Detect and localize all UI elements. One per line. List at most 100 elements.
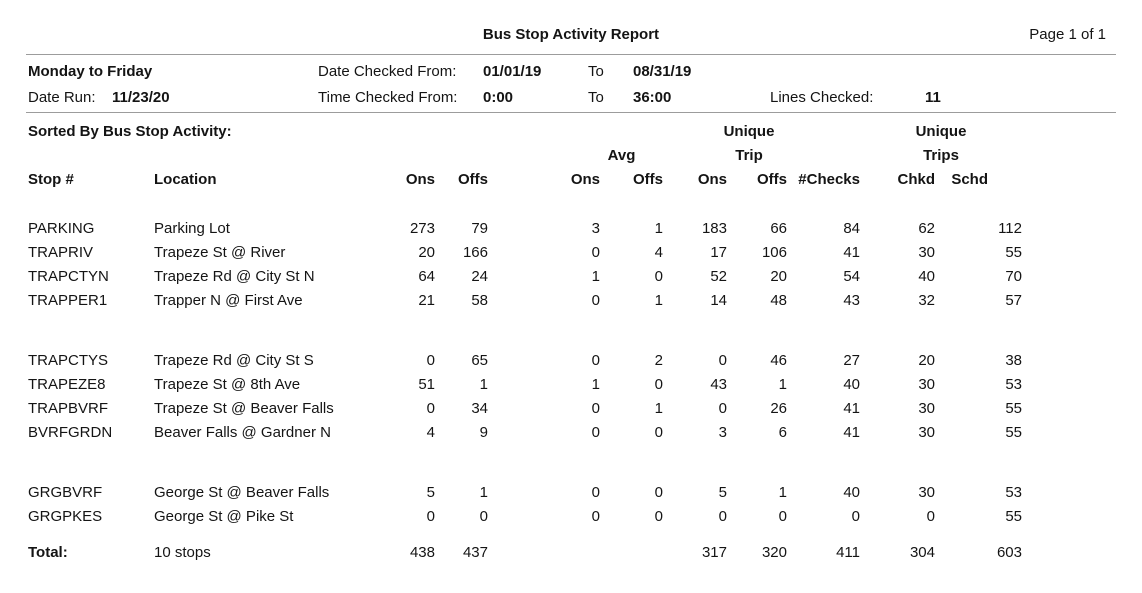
cell-offs: 65 — [471, 351, 488, 369]
cell-trips-schd: 70 — [1005, 267, 1022, 285]
cell-trips-schd: 55 — [1005, 423, 1022, 441]
cell-trips-chkd: 304 — [909, 543, 935, 561]
cell-avg-offs: 2 — [654, 351, 663, 369]
cell-trips-schd: 55 — [1005, 399, 1022, 417]
column-header-trips-schd: Schd — [951, 170, 988, 188]
cell-avg-offs: 1 — [654, 399, 663, 417]
cell-location: Trapeze Rd @ City St S — [154, 351, 314, 369]
date-run-label: Date Run: — [28, 89, 96, 106]
cell-unique-trip-offs: 26 — [770, 399, 787, 417]
group-header-avg: Avg — [607, 146, 636, 164]
cell-location: 10 stops — [154, 543, 211, 561]
cell-trips-schd: 57 — [1005, 291, 1022, 309]
spacer-cell — [787, 119, 860, 143]
total-row: Total: 10 stops 438 437 317 320 411 304 603 — [28, 540, 1022, 564]
cell-trips-chkd: 0 — [926, 507, 935, 525]
cell-unique-trip-offs: 320 — [761, 543, 787, 561]
spacer-row — [28, 528, 1022, 540]
spacer-row — [28, 312, 1022, 348]
column-header-checks: #Checks — [798, 170, 860, 188]
cell-checks: 40 — [843, 483, 860, 501]
cell-location: George St @ Pike St — [154, 507, 294, 525]
cell-avg-ons: 0 — [591, 399, 600, 417]
cell-offs: 0 — [479, 507, 488, 525]
cell-unique-trip-offs: 46 — [770, 351, 787, 369]
cell-unique-trip-ons: 3 — [718, 423, 727, 441]
cell-avg-offs: 1 — [654, 219, 663, 237]
cell-unique-trip-ons: 43 — [710, 375, 727, 393]
cell-unique-trip-offs: 6 — [778, 423, 787, 441]
cell-ons: 64 — [418, 267, 435, 285]
group-header-unique-trips: Unique — [915, 122, 967, 140]
cell-trips-chkd: 40 — [918, 267, 935, 285]
column-header-offs: Offs — [458, 170, 488, 188]
cell-stop-id: GRGPKES — [28, 507, 103, 525]
time-checked-to-label: To — [588, 89, 604, 106]
cell-ons: 0 — [426, 507, 435, 525]
cell-unique-trip-offs: 1 — [778, 483, 787, 501]
column-header-stop-id: Stop # — [28, 170, 74, 188]
cell-location: George St @ Beaver Falls — [154, 483, 330, 501]
cell-stop-id: TRAPEZE8 — [28, 375, 106, 393]
cell-checks: 0 — [851, 507, 860, 525]
cell-offs: 9 — [479, 423, 488, 441]
cell-location: Trapeze St @ 8th Ave — [154, 375, 301, 393]
cell-unique-trip-offs: 1 — [778, 375, 787, 393]
cell-trips-schd: 112 — [998, 219, 1022, 237]
cell-unique-trip-offs: 66 — [770, 219, 787, 237]
table-row: TRAPPER1 Trapper N @ First Ave 21 58 0 1 14 48 4… — [28, 288, 1022, 312]
cell-stop-id: Total: — [28, 543, 68, 561]
table-row: PARKING Parking Lot 273 79 3 1 183 66 84 62 112 — [28, 216, 1022, 240]
cell-stop-id: PARKING — [28, 219, 95, 237]
cell-location: Parking Lot — [154, 219, 230, 237]
cell-trips-schd: 603 — [996, 543, 1022, 561]
cell-avg-ons: 3 — [591, 219, 600, 237]
cell-trips-schd: 55 — [1005, 507, 1022, 525]
table-row: GRGBVRF George St @ Beaver Falls 5 1 0 0 5 1 40 3… — [28, 480, 1022, 504]
cell-offs: 1 — [479, 483, 488, 501]
group-header-unique-trips: Trips — [923, 146, 959, 164]
cell-unique-trip-offs: 48 — [770, 291, 787, 309]
table-row: TRAPEZE8 Trapeze St @ 8th Ave 51 1 1 0 43 1 40 30… — [28, 372, 1022, 396]
cell-checks: 27 — [843, 351, 860, 369]
cell-avg-offs: 4 — [654, 243, 663, 261]
params-divider — [26, 112, 1116, 113]
cell-avg-ons: 0 — [591, 507, 600, 525]
spacer-cell — [28, 143, 488, 167]
cell-trips-chkd: 30 — [918, 375, 935, 393]
cell-avg-offs: 0 — [654, 267, 663, 285]
cell-trips-schd: 53 — [1005, 483, 1022, 501]
cell-stop-id: TRAPBVRF — [28, 399, 109, 417]
group-header-unique-trip: Trip — [735, 146, 763, 164]
cell-stop-id: TRAPPER1 — [28, 291, 108, 309]
time-checked-to-value: 36:00 — [633, 89, 672, 106]
date-run-value: 11/23/20 — [112, 89, 170, 106]
date-checked-to-label: To — [588, 63, 604, 80]
cell-offs: 79 — [471, 219, 488, 237]
cell-avg-offs: 0 — [654, 375, 663, 393]
cell-checks: 41 — [843, 399, 860, 417]
cell-trips-chkd: 30 — [918, 483, 935, 501]
cell-unique-trip-ons: 5 — [718, 483, 727, 501]
table-row: TRAPCTYS Trapeze Rd @ City St S 0 65 0 2 0 46 27… — [28, 348, 1022, 372]
column-header-unique-trip-offs: Offs — [757, 170, 787, 188]
lines-checked-value: 11 — [925, 89, 941, 106]
cell-trips-chkd: 20 — [918, 351, 935, 369]
cell-avg-ons: 0 — [591, 291, 600, 309]
cell-trips-chkd: 30 — [918, 243, 935, 261]
cell-avg-ons: 1 — [591, 375, 600, 393]
cell-checks: 41 — [843, 423, 860, 441]
cell-location: Trapeze St @ River — [154, 243, 286, 261]
cell-avg-ons: 0 — [591, 351, 600, 369]
cell-location: Trapper N @ First Ave — [154, 291, 303, 309]
header-divider — [26, 54, 1116, 55]
cell-offs: 58 — [471, 291, 488, 309]
cell-offs: 24 — [471, 267, 488, 285]
cell-avg-ons: 1 — [591, 267, 600, 285]
cell-ons: 273 — [409, 219, 435, 237]
sorted-by-label: Sorted By Bus Stop Activity: — [28, 123, 232, 140]
cell-unique-trip-ons: 183 — [701, 219, 727, 237]
cell-trips-chkd: 32 — [918, 291, 935, 309]
cell-avg-offs — [600, 540, 663, 564]
